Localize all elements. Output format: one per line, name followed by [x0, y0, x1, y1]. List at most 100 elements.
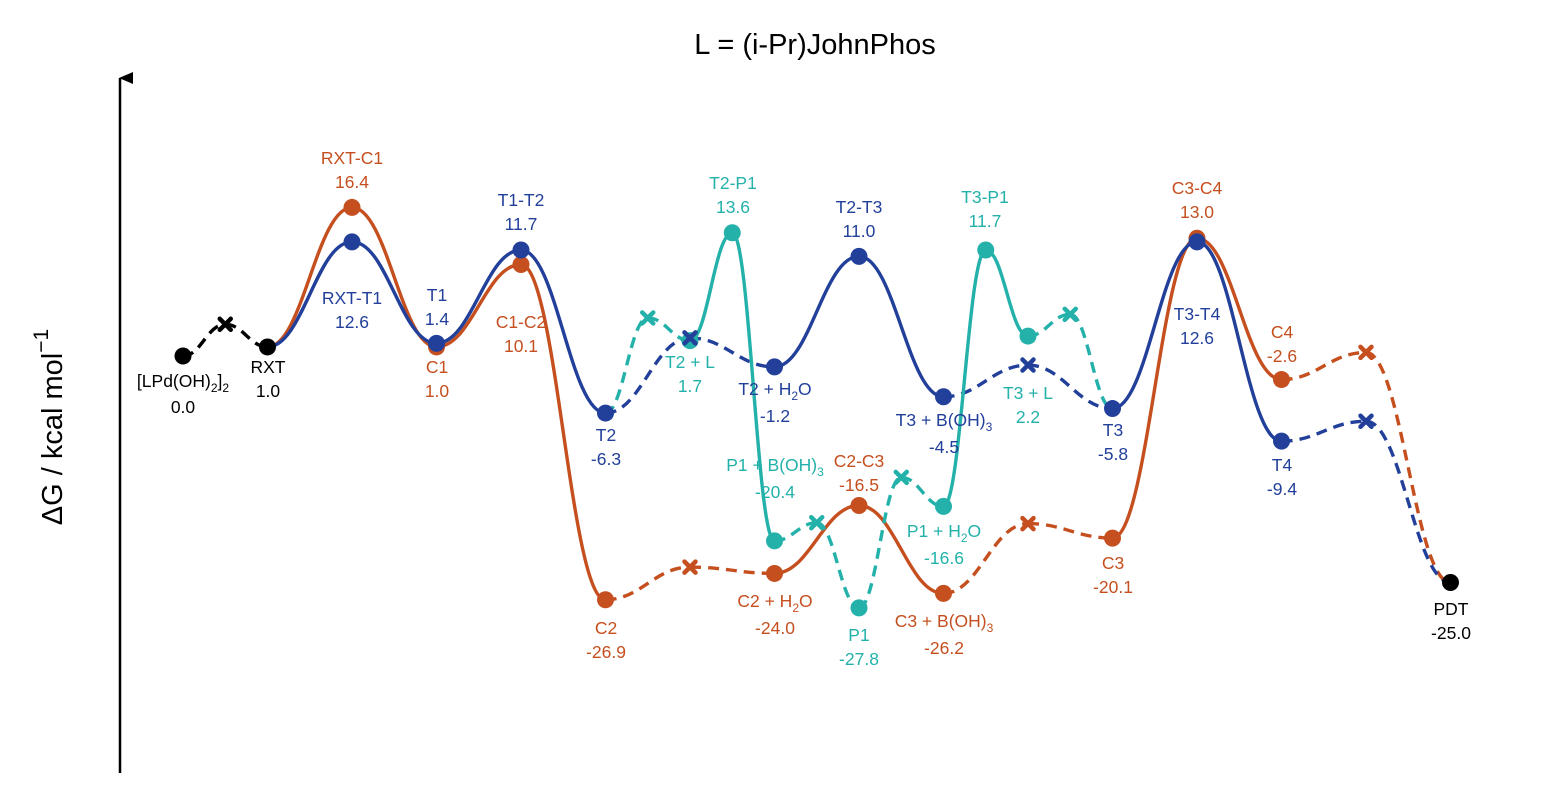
- cross-orange-6: [1020, 515, 1036, 532]
- label-name-t3-p1: T3-P1: [961, 187, 1009, 207]
- point-c3: [1104, 529, 1121, 547]
- series-orange-solid-1: [267, 205, 607, 602]
- cross-teal-8: [1062, 306, 1078, 323]
- label-name-c1: C1: [426, 357, 448, 377]
- point-rxt: [259, 338, 276, 356]
- series-black-dashed: [182, 322, 268, 358]
- label-value-pdt: -25.0: [1431, 623, 1471, 643]
- labels-layer: [LPd(OH)2]20.0 RXT 1.0 RXT-C1 16.4 RXT-T1 12.6…: [137, 148, 1471, 669]
- point-c4: [1273, 371, 1290, 389]
- point-rxt-t1: [343, 233, 361, 251]
- label-value-c3: -20.1: [1093, 577, 1133, 597]
- point-t3-l: [1019, 327, 1037, 345]
- label-value-t3: -5.8: [1098, 444, 1128, 464]
- series-teal-solid-2: [941, 248, 1029, 509]
- series-orange-dashed-1: [605, 565, 775, 602]
- label-value-c2-h2o: -24.0: [755, 618, 795, 638]
- label-name-t3-l: T3 + L: [1003, 383, 1053, 403]
- cross-teal-5: [893, 469, 909, 486]
- marks-layer: [174, 198, 1459, 617]
- label-value-t2-t3: 11.0: [843, 221, 876, 241]
- point-start: [174, 347, 192, 365]
- point-t2-h2o: [766, 358, 783, 376]
- point-p1-h2o: [935, 497, 952, 515]
- cross-blue-10: [1358, 413, 1374, 429]
- series-blue-solid-2: [774, 254, 944, 399]
- label-value-c2-c3: -16.5: [839, 475, 879, 495]
- label-name-c1-c2: C1-C2: [496, 312, 547, 332]
- y-axis-label-superscript: −1: [30, 329, 53, 353]
- label-name-t3-t4: T3-T4: [1174, 304, 1221, 324]
- label-name-t2-h2o: T2 + H2O: [738, 379, 811, 403]
- label-value-t1-t2: 11.7: [505, 214, 538, 234]
- point-c2: [597, 591, 614, 609]
- y-axis-label: ΔG / kcal mol−1: [30, 329, 69, 525]
- label-name-c4: C4: [1271, 322, 1294, 342]
- label-value-rxt-t1: 12.6: [335, 312, 369, 332]
- label-value-c1-c2: 10.1: [504, 336, 538, 356]
- label-name-rxt: RXT: [251, 357, 286, 377]
- point-t1: [428, 334, 445, 352]
- svg-text:ΔG / kcal mol−1: ΔG / kcal mol−1: [30, 329, 69, 525]
- series-orange-dashed-3: [1281, 350, 1451, 585]
- label-value-rxt-c1: 16.4: [335, 172, 369, 192]
- point-t2-t3: [850, 247, 868, 265]
- cross-teal-4: [809, 514, 825, 531]
- cross-orange-9: [1358, 344, 1374, 361]
- point-t3-p1: [977, 241, 995, 259]
- label-name-t2: T2: [596, 425, 616, 445]
- label-name-p1: P1: [848, 625, 869, 645]
- point-t4: [1273, 432, 1290, 450]
- label-name-c3: C3: [1102, 553, 1124, 573]
- label-name-c2: C2: [595, 618, 617, 638]
- chart-title: L = (i-Pr)JohnPhos: [694, 29, 936, 61]
- curves-layer: [182, 205, 1451, 610]
- label-name-t1-t2: T1-T2: [498, 190, 545, 210]
- label-name-c3-c4: C3-C4: [1172, 178, 1223, 198]
- label-name-rxt-t1: RXT-T1: [322, 288, 382, 308]
- series-blue-solid-1: [267, 240, 606, 415]
- label-name-pdt: PDT: [1434, 599, 1469, 619]
- label-name-p1-boh3: P1 + B(OH)3: [726, 455, 824, 479]
- label-value-c3-boh3: -26.2: [924, 638, 964, 658]
- series-blue-dashed-3: [1281, 419, 1451, 585]
- label-value-p1-h2o: -16.6: [924, 548, 964, 568]
- point-p1: [850, 599, 868, 617]
- series-blue-solid-3: [1112, 240, 1282, 443]
- label-value-c4: -2.6: [1267, 346, 1297, 366]
- point-t3-t4: [1188, 233, 1206, 251]
- cross-black-0: [217, 316, 233, 333]
- label-name-t2-l: T2 + L: [665, 352, 715, 372]
- point-t3: [1104, 400, 1121, 418]
- point-c2-c3: [850, 496, 868, 514]
- point-c3-boh3: [935, 584, 952, 602]
- label-value-t3-l: 2.2: [1016, 407, 1040, 427]
- label-value-t4: -9.4: [1267, 479, 1297, 499]
- label-value-t1: 1.4: [425, 309, 450, 329]
- point-c1-c2: [512, 255, 530, 273]
- label-name-start: [LPd(OH)2]2: [137, 371, 229, 395]
- point-pdt: [1442, 574, 1459, 591]
- label-value-c3-c4: 13.0: [1180, 202, 1214, 222]
- label-name-t2-t3: T2-T3: [836, 197, 883, 217]
- label-value-t2-l: 1.7: [678, 376, 702, 396]
- label-value-p1-boh3: -20.4: [755, 482, 795, 502]
- series-blue-dashed-2: [943, 363, 1113, 411]
- label-name-t4: T4: [1272, 455, 1293, 475]
- point-t3-boh3: [935, 388, 952, 406]
- label-name-t3: T3: [1103, 420, 1123, 440]
- label-value-t2: -6.3: [591, 449, 621, 469]
- cross-blue-7: [1020, 357, 1036, 373]
- series-orange-solid-2: [774, 503, 944, 596]
- point-rxt-c1: [343, 198, 361, 216]
- label-value-p1: -27.8: [839, 649, 879, 669]
- label-value-t3-t4: 12.6: [1180, 328, 1214, 348]
- point-p1-boh3: [766, 532, 783, 550]
- label-value-t3-boh3: -4.5: [929, 437, 959, 457]
- y-axis-label-text: ΔG / kcal mol: [37, 353, 69, 525]
- point-t2-p1: [723, 224, 741, 242]
- label-value-c2: -26.9: [586, 642, 626, 662]
- label-name-t3-boh3: T3 + B(OH)3: [896, 410, 993, 434]
- label-name-t2-p1: T2-P1: [709, 173, 757, 193]
